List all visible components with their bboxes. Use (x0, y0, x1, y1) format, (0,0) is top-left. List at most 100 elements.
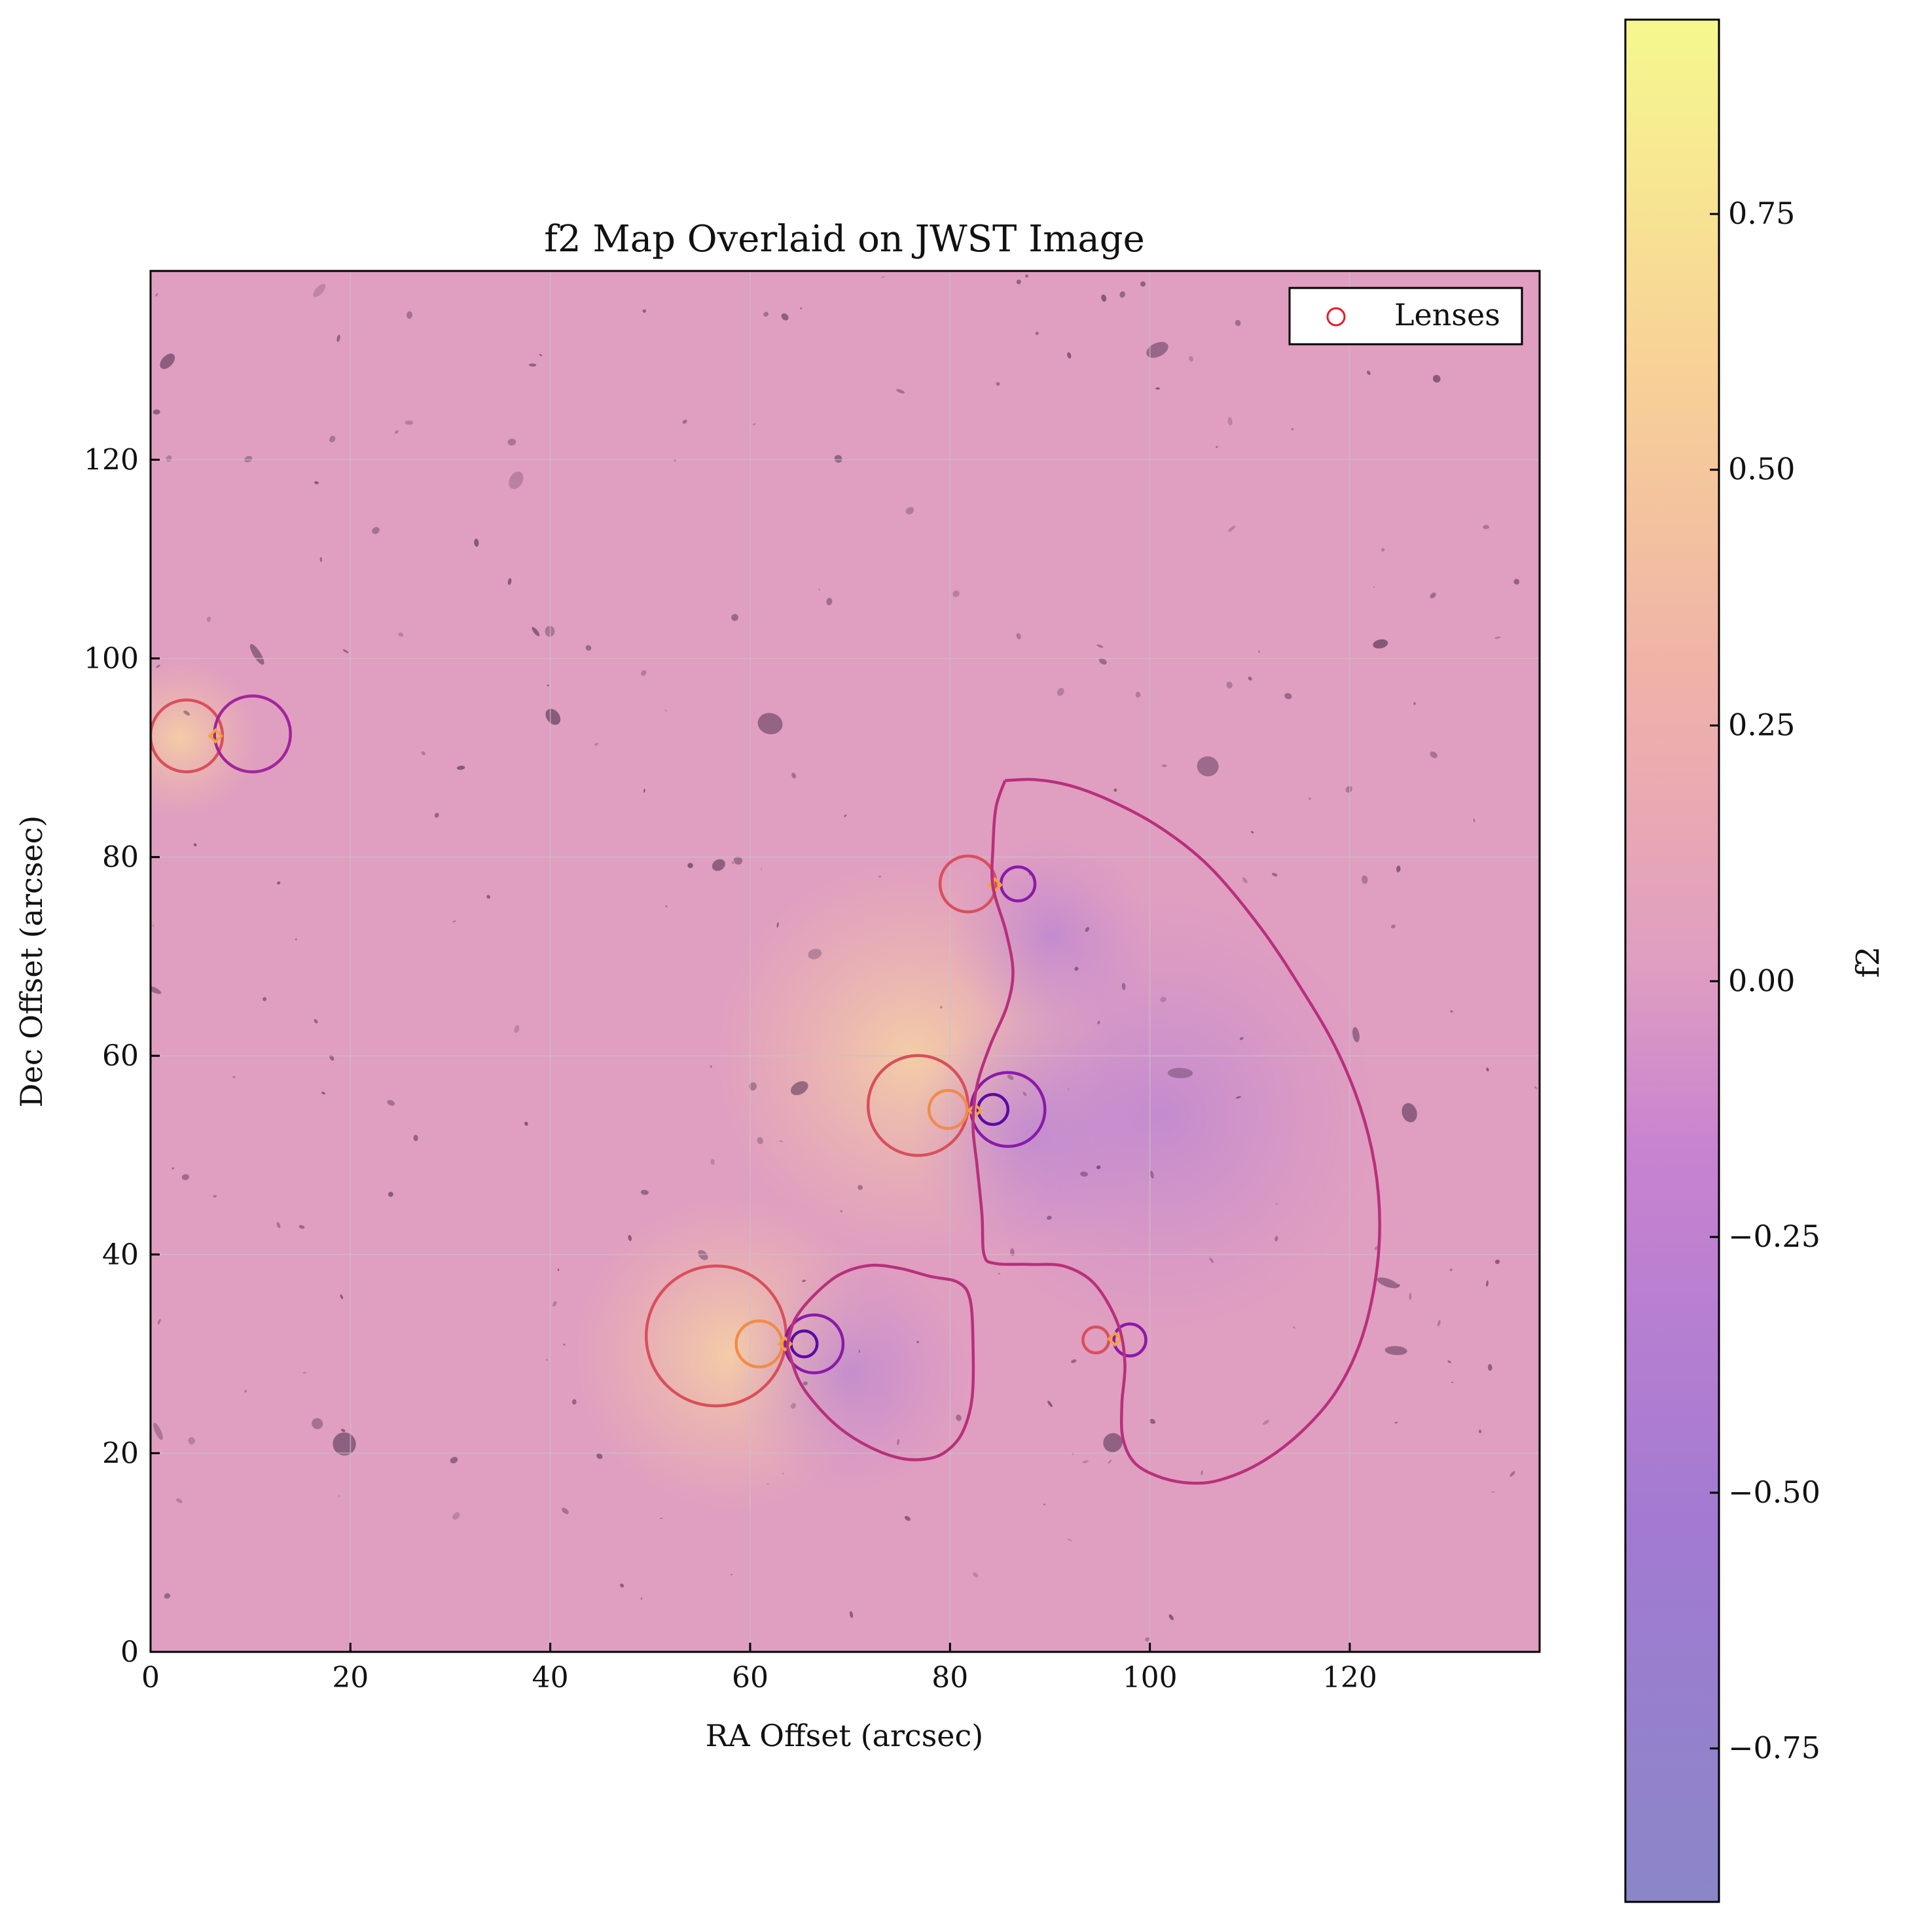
critical-curve (786, 1263, 975, 1461)
galaxy (1235, 319, 1241, 327)
galaxy (659, 1517, 663, 1519)
galaxy (1068, 1088, 1070, 1091)
galaxy (1161, 764, 1167, 767)
plot-area: 0 20 40 60 80 100 120 0 20 40 60 80 100 120 (84, 270, 1541, 1694)
galaxy (640, 1190, 649, 1195)
galaxy (1309, 797, 1311, 800)
galaxy (1098, 658, 1107, 665)
galaxy (782, 1473, 784, 1475)
galaxy (878, 875, 882, 878)
galaxy (1103, 1433, 1123, 1452)
galaxy (1228, 526, 1236, 532)
galaxy (1447, 1360, 1452, 1363)
galaxy (398, 632, 404, 637)
galaxy (155, 293, 158, 297)
galaxy (539, 354, 543, 357)
galaxy (319, 557, 323, 562)
galaxy (486, 895, 491, 899)
galaxy (1513, 579, 1520, 585)
plot-frame (149, 270, 1541, 1653)
galaxy (395, 430, 399, 434)
colorbar-label: f2 (1850, 946, 1887, 978)
galaxy (1189, 355, 1193, 362)
galaxy (1239, 1037, 1244, 1041)
x-axis-label: RA Offset (arcsec) (706, 1718, 983, 1753)
galaxy (1209, 1257, 1214, 1263)
galaxy (733, 856, 743, 865)
contour-positive (927, 1088, 969, 1130)
galaxy (302, 1372, 307, 1374)
galaxy (1250, 831, 1254, 834)
galaxy (880, 276, 886, 278)
galaxy (1226, 681, 1233, 689)
galaxy (802, 1279, 806, 1282)
galaxy (1381, 548, 1385, 552)
galaxy (1394, 1422, 1398, 1423)
galaxy (687, 863, 693, 868)
galaxy (682, 420, 687, 424)
colorbar-tick-label: 0.25 (1728, 707, 1795, 743)
galaxy (952, 590, 960, 598)
galaxy (1121, 982, 1126, 990)
x-tick-label: 100 (1123, 1661, 1178, 1694)
critical-curves (786, 778, 1381, 1485)
galaxy (160, 353, 175, 369)
galaxy (781, 313, 789, 321)
galaxy (152, 925, 154, 927)
galaxy (1495, 1259, 1500, 1264)
galaxy (996, 382, 1000, 386)
colorbar-gradient (1624, 18, 1720, 1903)
galaxy (642, 309, 647, 313)
galaxy (730, 1574, 732, 1576)
galaxy (665, 905, 668, 908)
galaxy (1113, 788, 1117, 792)
galaxy (1016, 633, 1021, 639)
galaxy (1047, 1215, 1052, 1220)
colorbar-tick-label: −0.50 (1728, 1475, 1820, 1510)
galaxy (244, 1389, 247, 1393)
galaxy (1101, 295, 1107, 302)
galaxy (858, 1350, 860, 1353)
galaxy (1149, 1170, 1154, 1179)
galaxy (1248, 676, 1252, 681)
colorbar-ticks: 0.75 0.50 0.25 0.00 −0.25 −0.50 −0.75 (1710, 196, 1820, 1766)
galaxy (314, 1019, 318, 1024)
galaxy (641, 670, 647, 676)
contour-negative (976, 1093, 1010, 1126)
galaxy (643, 789, 645, 793)
galaxy (844, 814, 847, 817)
galaxy (858, 1185, 863, 1190)
y-tick-label: 60 (102, 1039, 139, 1073)
critical-curve (971, 778, 1381, 1485)
galaxy (1366, 370, 1371, 375)
galaxy (1409, 1293, 1412, 1300)
glow-positive-2 (151, 658, 261, 818)
galaxy (277, 881, 281, 885)
galaxy (295, 938, 297, 940)
galaxy (276, 1222, 281, 1228)
galaxy (1043, 1503, 1045, 1506)
galaxy (406, 311, 413, 319)
galaxy (1197, 756, 1219, 777)
galaxy (340, 1429, 346, 1432)
galaxy (1067, 1539, 1072, 1541)
galaxy (791, 1081, 808, 1096)
glow-negative-6 (730, 1253, 970, 1494)
galaxy (1096, 644, 1104, 648)
galaxy (507, 438, 516, 446)
galaxy (849, 1611, 854, 1619)
colorbar-tick-label: −0.75 (1728, 1730, 1820, 1766)
galaxy (998, 1273, 1001, 1275)
galaxy (340, 1294, 344, 1300)
galaxy (710, 1065, 712, 1068)
galaxy (1430, 751, 1437, 759)
x-tick-label: 120 (1322, 1661, 1377, 1694)
galaxy (791, 1403, 796, 1409)
contour-negative (1112, 1322, 1148, 1358)
galaxy (1119, 291, 1125, 298)
galaxy (749, 1082, 757, 1091)
legend-box (1288, 287, 1523, 346)
galaxy (1074, 967, 1079, 971)
galaxy (1486, 1280, 1489, 1287)
